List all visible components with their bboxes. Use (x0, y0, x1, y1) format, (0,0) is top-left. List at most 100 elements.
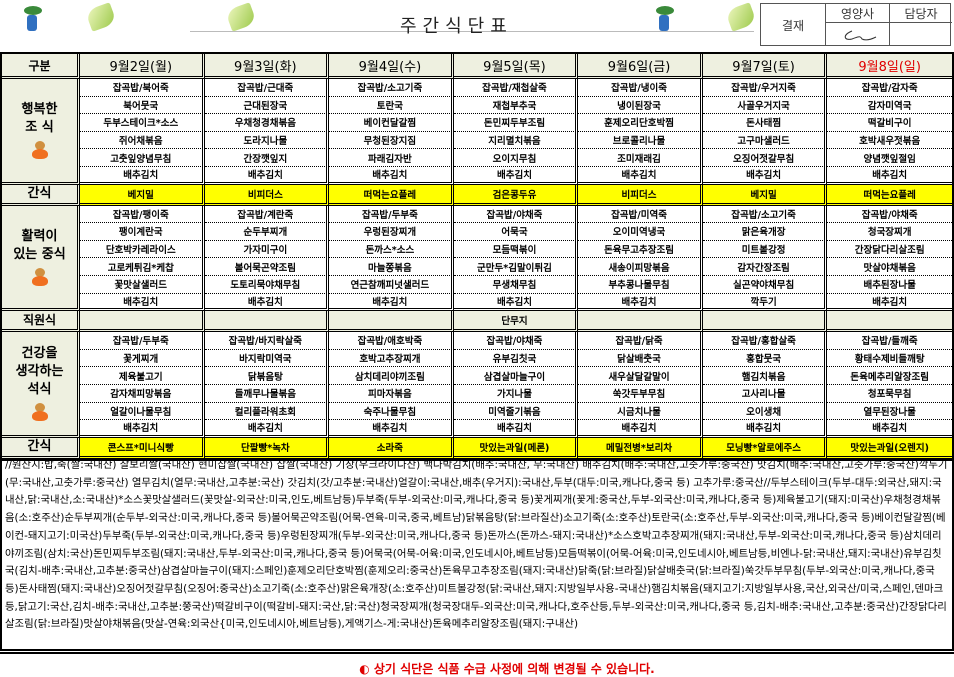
menu-item: 잡곡밥/팽이죽 (80, 205, 205, 224)
menu-item: 오징어젓갈무침 (702, 149, 828, 167)
menu-item: 고구마샐러드 (702, 131, 828, 150)
menu-item: 홍합뭇국 (702, 349, 828, 368)
menu-item: 파래김자반 (329, 149, 454, 167)
menu-item: 잡곡밥/야채죽 (453, 332, 579, 350)
menu-item: 배추김치 (204, 166, 330, 185)
menu-item: 실곤약야채무침 (702, 275, 828, 294)
snack2-item: 모닝빵*알로에주스 (702, 437, 828, 459)
menu-item: 꽃게찌개 (80, 349, 205, 368)
mascot-icon (31, 267, 48, 286)
dinner-row: 얼갈이나물무침 컬리플라워초회 숙주나물무침 미역줄기볶음 시금치나물 오이생채 열무된장나… (2, 402, 952, 421)
approval-role: 영양사 (825, 4, 889, 22)
menu-item: 돈까스*소스 (329, 240, 454, 259)
menu-item: 잡곡밥/근대죽 (204, 79, 330, 97)
dinner-row: 감자채피망볶음 들깨무나물볶음 피마자볶음 가지나물 쑥갓두부무침 고사리나물 청포묵무침 (2, 384, 952, 403)
header: 주간식단표 결재 영양사 담당자 (0, 0, 954, 52)
menu-item: 배추된장나물 (827, 276, 952, 294)
staff-item (329, 311, 454, 333)
menu-item: 가지나물 (453, 384, 579, 403)
menu-item: 돈육메추리알장조림 (827, 367, 952, 385)
menu-item: 우렁된장찌개 (329, 223, 454, 241)
menu-item: 햄김치볶음 (702, 367, 828, 385)
menu-item: 새우살달갈말이 (578, 367, 703, 385)
approval-box: 결재 영양사 담당자 (760, 3, 952, 46)
farmer-icon (652, 6, 674, 32)
mascot-icon (31, 403, 48, 422)
day-header: 9월7일(토) (702, 54, 828, 79)
menu-item: 잡곡밥/들깨죽 (827, 332, 952, 350)
snack2-item: 콘스프*미니식빵 (80, 437, 205, 459)
label-line: 건강을 (21, 346, 58, 362)
lunch-label: 활력이 있는 중식 (2, 205, 80, 312)
snack2-item: 맛있는과일(오렌지) (827, 437, 952, 459)
menu-item: 고춧잎양념무침 (80, 149, 205, 167)
label-line: 조 식 (25, 120, 54, 136)
signature-empty (889, 22, 952, 46)
menu-item: 훈제오리단호박찜 (578, 114, 703, 132)
snack2-item: 소라죽 (329, 437, 454, 459)
menu-item: 간장닭다리살조림 (827, 241, 952, 259)
menu-item: 단호박카레라이스 (80, 240, 205, 259)
menu-item: 사골우거지국 (702, 96, 828, 115)
menu-item: 베이컨달갈찜 (329, 114, 454, 132)
menu-item: 부추콩나물무침 (578, 275, 703, 294)
day-header: 9월6일(금) (578, 54, 703, 79)
menu-item: 우채청경채볶음 (204, 114, 330, 132)
menu-item: 감자미역국 (827, 97, 952, 115)
dinner-row: 건강을 생각하는 석식 잡곡밥/두부죽 잡곡밥/바지락살죽 잡곡밥/애호박죽 잡곡밥/야채죽… (2, 332, 952, 438)
menu-item: 잡곡밥/두부죽 (329, 205, 454, 224)
menu-item: 돈민찌두부조림 (453, 114, 579, 132)
menu-item: 미트볼강정 (702, 240, 828, 259)
menu-item: 열무된장나물 (827, 403, 952, 421)
menu-item: 배추김치 (578, 293, 703, 312)
staff-item: 단무지 (453, 311, 579, 333)
menu-item: 지리멸치볶음 (453, 131, 579, 150)
menu-item: 도토리묵야채무침 (204, 275, 330, 294)
breakfast-row: 쥐어채볶음 도라지나물 무청된장지짐 지리멸치볶음 브로콜리나물 고구마샐러드 호박새우젓볶… (2, 131, 952, 150)
menu-item: 팽이계란국 (80, 223, 205, 241)
menu-item: 재첩부추국 (453, 96, 579, 115)
menu-item: 양념깻잎절임 (827, 149, 952, 167)
approval-label: 결재 (781, 18, 805, 33)
staff-item (702, 311, 828, 333)
snack2-row: 간식 콘스프*미니식빵 단팥빵*녹차 소라죽 맛있는과일(메론) 메밀전병*보리차 모닝빵*… (2, 437, 952, 459)
menu-item: 잡곡밥/홍합살죽 (702, 332, 828, 350)
menu-item: 배추김치 (702, 420, 828, 438)
menu-item: 잡곡밥/미역죽 (578, 205, 703, 224)
day-header: 9월5일(목) (453, 54, 579, 79)
snack2-item: 단팥빵*녹차 (204, 437, 330, 459)
cabbage-icon (725, 2, 757, 32)
menu-item: 순두부찌개 (204, 223, 330, 241)
menu-item: 연근참깨피넛샐러드 (329, 275, 454, 294)
menu-item: 근대된장국 (204, 96, 330, 115)
menu-item: 배추김치 (453, 166, 579, 185)
menu-item: 배추김치 (827, 294, 952, 312)
divider (190, 31, 754, 32)
menu-item: 피마자볶음 (329, 384, 454, 403)
menu-item: 배추김치 (329, 166, 454, 185)
signature (825, 22, 889, 46)
lunch-row: 단호박카레라이스 가자미구이 돈까스*소스 모듬떡볶이 돈육무고추장조림 미트볼강정 간장닭… (2, 240, 952, 259)
menu-item: 배추김치 (80, 293, 205, 312)
menu-item: 맑은육개장 (702, 223, 828, 241)
menu-item: 잡곡밥/소고기죽 (702, 205, 828, 224)
lunch-row: 팽이계란국 순두부찌개 우렁된장찌개 어묵국 오이미역냉국 맑은육개장 청국장찌개 (2, 223, 952, 241)
menu-item: 배추김치 (827, 420, 952, 438)
breakfast-row: 배추김치 배추김치 배추김치 배추김치 배추김치 배추김치 배추김치 (2, 166, 952, 185)
menu-item: 가자미구이 (204, 240, 330, 259)
menu-item: 컬리플라워초회 (204, 402, 330, 421)
snack1-row: 간식 베지밀 비피더스 떠먹는요플레 검은콩두유 비피더스 베지밀 떠먹는요플레 (2, 184, 952, 206)
cabbage-icon (85, 2, 117, 32)
breakfast-row: 행복한 조 식 잡곡밥/북어죽 잡곡밥/근대죽 잡곡밥/소고기죽 잡곡밥/재첩살죽 잡곡밥/… (2, 79, 952, 185)
menu-item: 닭살배춧국 (578, 349, 703, 368)
menu-item: 모듬떡볶이 (453, 240, 579, 259)
menu-item: 무생채무침 (453, 275, 579, 294)
lunch-row: 고로케튀김*케찹 볼어묵곤약조림 마늘쫑볶음 군만두*김말이튀김 새송이피망볶음 감자간장… (2, 258, 952, 276)
snack1-label: 간식 (2, 184, 80, 206)
snack1-item: 베지밀 (80, 184, 205, 206)
dinner-label: 건강을 생각하는 석식 (2, 332, 80, 438)
dinner-row: 제육불고기 닭볶음탕 삼치데리야끼조림 삼겹살마늘구이 새우살달갈말이 햄김치볶음 돈육메추… (2, 367, 952, 385)
menu-item: 배추김치 (453, 293, 579, 312)
menu-item: 꽃맛살샐러드 (80, 275, 205, 294)
snack1-item: 베지밀 (702, 184, 828, 206)
